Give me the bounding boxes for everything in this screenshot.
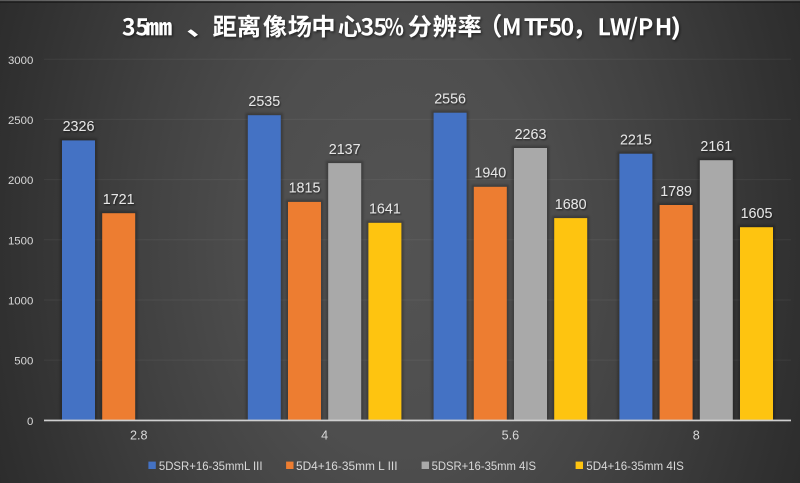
svg-text:1500: 1500 (8, 235, 33, 247)
svg-text:2161: 2161 (700, 139, 732, 155)
svg-text:1605: 1605 (741, 206, 773, 222)
svg-text:5DSR+16-35mm 4IS: 5DSR+16-35mm 4IS (432, 460, 537, 473)
svg-text:2215: 2215 (620, 133, 652, 149)
svg-text:2000: 2000 (8, 175, 33, 187)
svg-text:2500: 2500 (8, 115, 33, 127)
svg-text:5D4+16-35mm L III: 5D4+16-35mm L III (296, 460, 398, 473)
svg-text:4: 4 (321, 428, 328, 442)
svg-text:3000: 3000 (8, 55, 33, 67)
svg-text:2535: 2535 (248, 94, 280, 110)
svg-text:2137: 2137 (329, 142, 361, 158)
svg-text:5D4+16-35mm 4IS: 5D4+16-35mm 4IS (586, 460, 684, 473)
svg-text:5DSR+16-35mmL III: 5DSR+16-35mmL III (159, 460, 263, 473)
svg-text:8: 8 (693, 428, 700, 442)
svg-text:1721: 1721 (103, 192, 135, 208)
svg-text:2556: 2556 (434, 92, 466, 108)
svg-text:5.6: 5.6 (502, 428, 520, 442)
svg-text:1641: 1641 (369, 202, 401, 218)
svg-text:1789: 1789 (660, 184, 692, 200)
svg-text:1940: 1940 (474, 166, 506, 182)
svg-text:2263: 2263 (515, 127, 547, 143)
svg-text:2326: 2326 (63, 119, 95, 135)
svg-text:1815: 1815 (289, 181, 321, 197)
svg-text:2.8: 2.8 (130, 428, 148, 442)
svg-text:1000: 1000 (8, 296, 33, 308)
svg-text:1680: 1680 (555, 197, 587, 213)
svg-text:500: 500 (14, 356, 33, 368)
svg-text:0: 0 (27, 416, 33, 428)
